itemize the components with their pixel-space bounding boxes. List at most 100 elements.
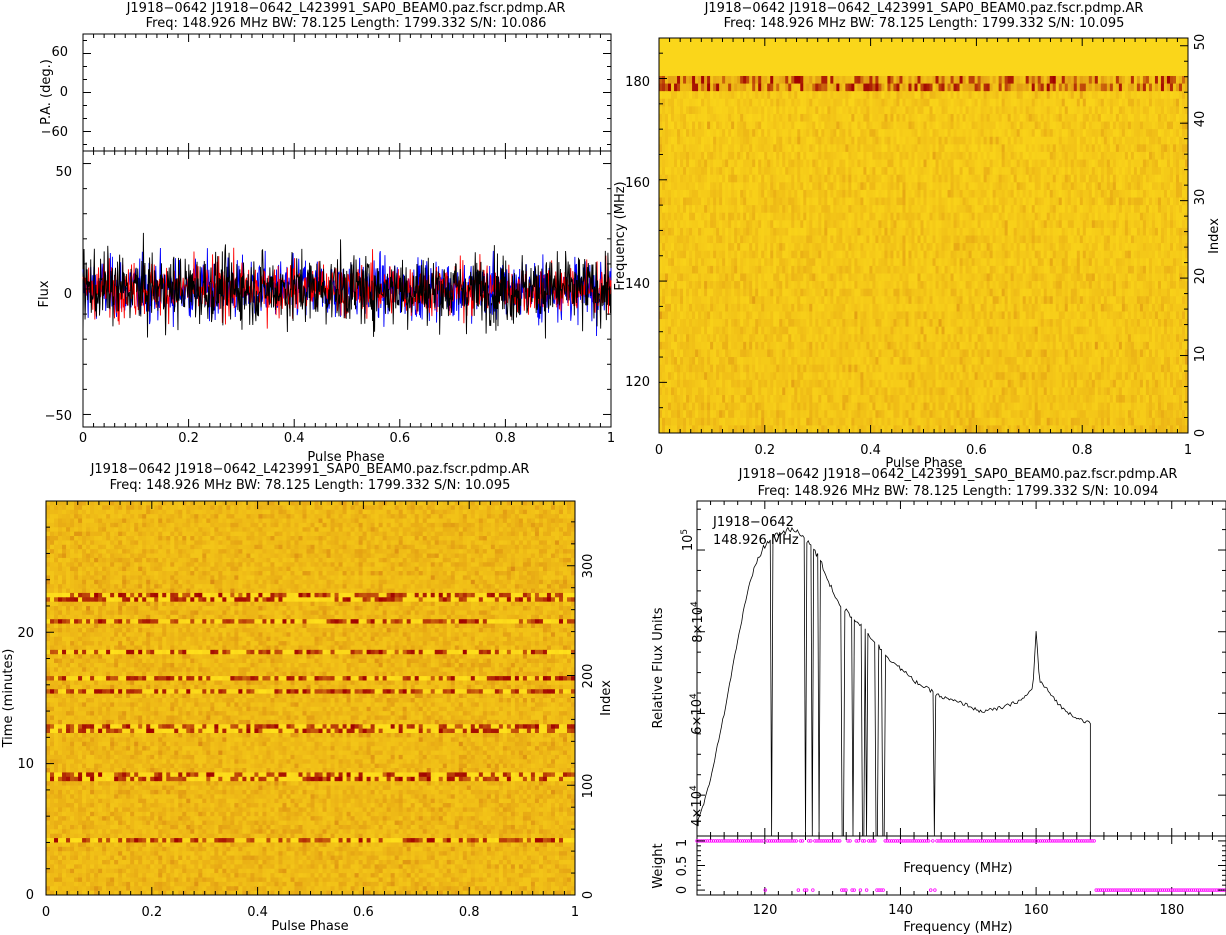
phasefreq-cell — [1029, 160, 1033, 168]
phasefreq-cell — [851, 220, 855, 228]
phasefreq-cell — [719, 106, 723, 114]
phasefreq-cell — [1170, 53, 1174, 61]
phasefreq-cell — [707, 61, 711, 69]
phasefreq-cell — [1119, 114, 1123, 122]
phasefreq-cell — [1023, 198, 1027, 206]
phasefreq-cell — [770, 61, 774, 69]
phasefreq-cell — [1026, 68, 1030, 76]
phasefreq-cell — [797, 236, 801, 244]
phasefreq-cell — [692, 175, 696, 183]
phasefreq-cell — [1086, 91, 1090, 99]
phasefreq-cell — [677, 46, 681, 54]
phasefreq-cell — [957, 84, 961, 92]
phasefreq-cell — [881, 91, 885, 99]
phasefreq-cell — [824, 144, 828, 152]
phasefreq-cell — [1038, 137, 1042, 145]
phasefreq-cell — [674, 99, 678, 107]
phasefreq-cell — [896, 220, 900, 228]
phasefreq-cell — [710, 99, 714, 107]
phasefreq-cell — [942, 213, 946, 221]
phasefreq-cell — [1113, 91, 1117, 99]
phasefreq-cell — [975, 137, 979, 145]
phasefreq-cell — [1137, 61, 1141, 69]
phasefreq-cell — [1110, 122, 1114, 130]
phasefreq-cell — [704, 190, 708, 198]
phasefreq-cell — [857, 114, 861, 122]
phasefreq-cell — [1038, 160, 1042, 168]
phasefreq-cell — [942, 68, 946, 76]
phasefreq-cell — [1089, 190, 1093, 198]
phasefreq-cell — [728, 106, 732, 114]
phasefreq-cell — [1023, 46, 1027, 54]
phasefreq-cell — [863, 182, 867, 190]
phasefreq-cell — [1074, 175, 1078, 183]
phasefreq-cell — [671, 53, 675, 61]
phasefreq-cell — [1068, 46, 1072, 54]
phasefreq-cell — [1158, 190, 1162, 198]
phasefreq-cell — [806, 160, 810, 168]
phasefreq-cell — [1143, 137, 1147, 145]
phasefreq-cell — [851, 91, 855, 99]
phasefreq-cell — [1068, 122, 1072, 130]
phasefreq-cell — [1113, 152, 1117, 160]
phasefreq-cell — [746, 220, 750, 228]
phasefreq-cell — [716, 122, 720, 130]
phasefreq-cell — [1050, 46, 1054, 54]
phasefreq-cell — [800, 122, 804, 130]
phasefreq-cell — [896, 175, 900, 183]
phasefreq-cell — [836, 213, 840, 221]
phasefreq-cell — [689, 68, 693, 76]
phasefreq-cell — [806, 167, 810, 175]
phasefreq-cell — [719, 175, 723, 183]
phasefreq-cell — [893, 182, 897, 190]
phasefreq-cell — [927, 213, 931, 221]
phasefreq-cell — [1092, 122, 1096, 130]
phasefreq-cell — [809, 38, 813, 46]
pa-tick-label-60: 60 — [51, 45, 68, 60]
phasefreq-cell — [905, 182, 909, 190]
phasefreq-cell — [857, 236, 861, 244]
phasefreq-cell — [734, 213, 738, 221]
phasefreq-cell — [893, 167, 897, 175]
phasefreq-cell — [728, 205, 732, 213]
phasefreq-cell — [701, 175, 705, 183]
phasefreq-cell — [869, 84, 873, 92]
phasefreq-cell — [927, 68, 931, 76]
phasefreq-cell — [722, 114, 726, 122]
phasefreq-cell — [1095, 61, 1099, 69]
phasefreq-cell — [1005, 114, 1009, 122]
phasefreq-cell — [725, 144, 729, 152]
phasefreq-cell — [800, 46, 804, 54]
phasefreq-cell — [800, 114, 804, 122]
phasefreq-cell — [917, 167, 921, 175]
phasefreq-cell — [899, 137, 903, 145]
phasefreq-cell — [683, 205, 687, 213]
phasefreq-cell — [665, 198, 669, 206]
phasefreq-cell — [764, 190, 768, 198]
phasefreq-cell — [933, 122, 937, 130]
phasefreq-cell — [743, 46, 747, 54]
phasefreq-cell — [1167, 122, 1171, 130]
phasefreq-cell — [1173, 38, 1177, 46]
phasefreq-cell — [924, 220, 928, 228]
phasefreq-cell — [698, 175, 702, 183]
phasefreq-cell — [917, 114, 921, 122]
phasefreq-cell — [978, 129, 982, 137]
phasefreq-cell — [948, 84, 952, 92]
phasefreq-cell — [1041, 236, 1045, 244]
phasefreq-cell — [863, 175, 867, 183]
phasefreq-cell — [975, 61, 979, 69]
phasefreq-cell — [665, 190, 669, 198]
phasefreq-cell — [683, 106, 687, 114]
phasefreq-cell — [1026, 53, 1030, 61]
phasefreq-cell — [1089, 129, 1093, 137]
phasefreq-cell — [984, 84, 988, 92]
phasefreq-cell — [1182, 38, 1186, 46]
phasefreq-cell — [1116, 152, 1120, 160]
phasefreq-cell — [1002, 53, 1006, 61]
phasefreq-cell — [1110, 61, 1114, 69]
phasefreq-cell — [854, 129, 858, 137]
phasefreq-cell — [791, 38, 795, 46]
phasefreq-cell — [1164, 114, 1168, 122]
phasefreq-cell — [851, 144, 855, 152]
